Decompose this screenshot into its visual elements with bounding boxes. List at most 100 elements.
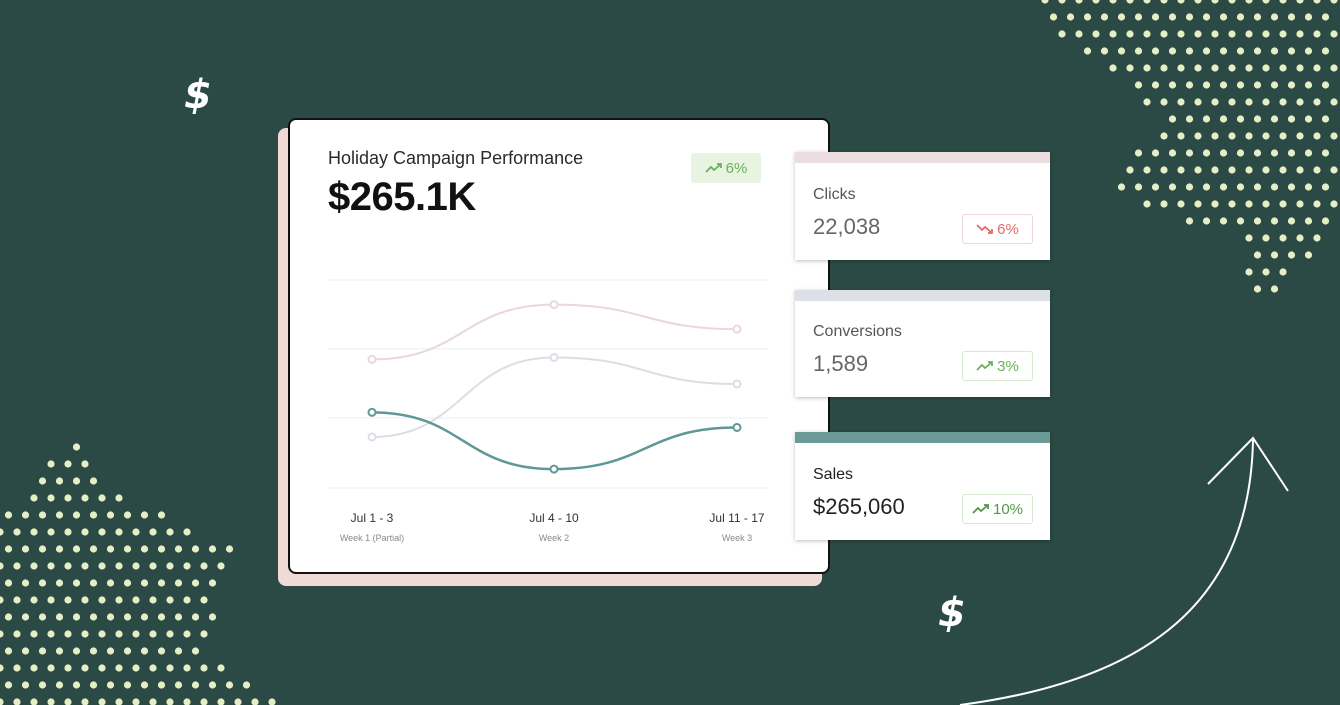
decor-dot [1177,166,1185,174]
decor-dot [1245,30,1253,38]
decor-dot [1270,149,1279,157]
decor-dot [1100,47,1109,55]
decor-dot [191,545,200,553]
decor-dot [81,562,89,570]
decor-dot [174,579,183,587]
metric-card-clicks[interactable]: Clicks 22,038 6% [795,152,1050,260]
decor-dot [1185,217,1194,225]
decor-dot [1185,81,1194,89]
decor-dot [1151,149,1160,157]
dollar-sign-icon: $ [938,590,966,636]
decor-dot [13,562,21,570]
decor-dot [1160,166,1168,174]
decor-dot [1126,166,1134,174]
decor-dot [106,647,115,655]
decor-dot [1143,98,1151,106]
decor-dot [1313,0,1321,4]
decor-dot [81,664,89,672]
x-tick-sublabel: Week 2 [538,533,570,543]
decor-dot [1313,132,1321,140]
decor-dot [217,562,225,570]
decor-dot [1228,98,1236,106]
decor-dot [149,562,157,570]
decor-dot [98,562,106,570]
decor-dot [1253,251,1262,259]
decor-dot [64,698,72,705]
metric-card-conversions[interactable]: Conversions 1,589 3% [795,290,1050,397]
decor-dot [81,494,89,502]
decor-dot [55,545,64,553]
change-badge-text: 10% [992,500,1024,518]
decor-dot [1202,13,1211,21]
decor-dot [38,477,47,485]
chart-data-point [549,300,559,310]
decor-dot [4,613,13,621]
decor-dot [106,511,115,519]
decor-dot [1126,64,1134,72]
decor-dot [30,698,38,705]
decor-dot [123,545,132,553]
decor-dot [1211,0,1219,4]
decor-dot [1287,81,1296,89]
decor-dot [1211,30,1219,38]
decor-dot [1270,47,1279,55]
decor-dot [55,647,64,655]
decor-dot [72,545,81,553]
decor-dot [1279,30,1287,38]
decor-dot [47,698,55,705]
decor-dot [1262,30,1270,38]
decor-dot [89,511,98,519]
decor-dot [157,681,166,689]
decor-dot [1109,30,1117,38]
decor-dot [157,647,166,655]
decor-dot [115,630,123,638]
decor-dot [4,579,13,587]
decor-dot [1287,115,1296,123]
decor-dot [4,681,13,689]
decor-dot [81,596,89,604]
decor-dot [106,613,115,621]
decor-dot [1177,30,1185,38]
decor-dot [1160,64,1168,72]
decor-dot [1245,132,1253,140]
decor-dot [132,596,140,604]
decor-dot [1313,234,1321,242]
x-tick-label: Jul 1 - 3 [350,511,394,525]
decor-dot [1194,132,1202,140]
decor-dot [1245,0,1253,4]
decor-dot [89,681,98,689]
decor-dot [1058,30,1066,38]
decor-dot [0,630,4,638]
decor-dot [1228,30,1236,38]
decor-dot [132,562,140,570]
decor-dot [30,596,38,604]
decor-dot [200,630,208,638]
decor-dot [115,494,123,502]
metric-card-sales[interactable]: Sales $265,060 10% [795,432,1050,540]
decor-dot [1304,251,1313,259]
campaign-performance-card[interactable]: Holiday Campaign Performance $265.1K 6% … [288,118,830,574]
decor-dot [1245,234,1253,242]
decor-dot [1245,166,1253,174]
decor-dot [1296,166,1304,174]
decor-dot [1279,268,1287,276]
metric-value: 22,038 [813,214,881,239]
decor-dot [55,613,64,621]
decor-dot [72,511,81,519]
decor-dot [98,494,106,502]
decor-dot [115,528,123,536]
dot-pattern-top-right [1041,0,1338,293]
decor-dot [191,613,200,621]
decor-dot [1151,183,1160,191]
decor-dot [47,494,55,502]
metric-label: Clicks [813,186,856,203]
chart-data-point [367,432,377,442]
decor-dot [1321,47,1330,55]
decor-dot [217,664,225,672]
decor-dot [0,698,4,705]
decor-dot [1279,98,1287,106]
decor-dot [1202,47,1211,55]
decor-dot [64,460,72,468]
decor-dot [1143,30,1151,38]
